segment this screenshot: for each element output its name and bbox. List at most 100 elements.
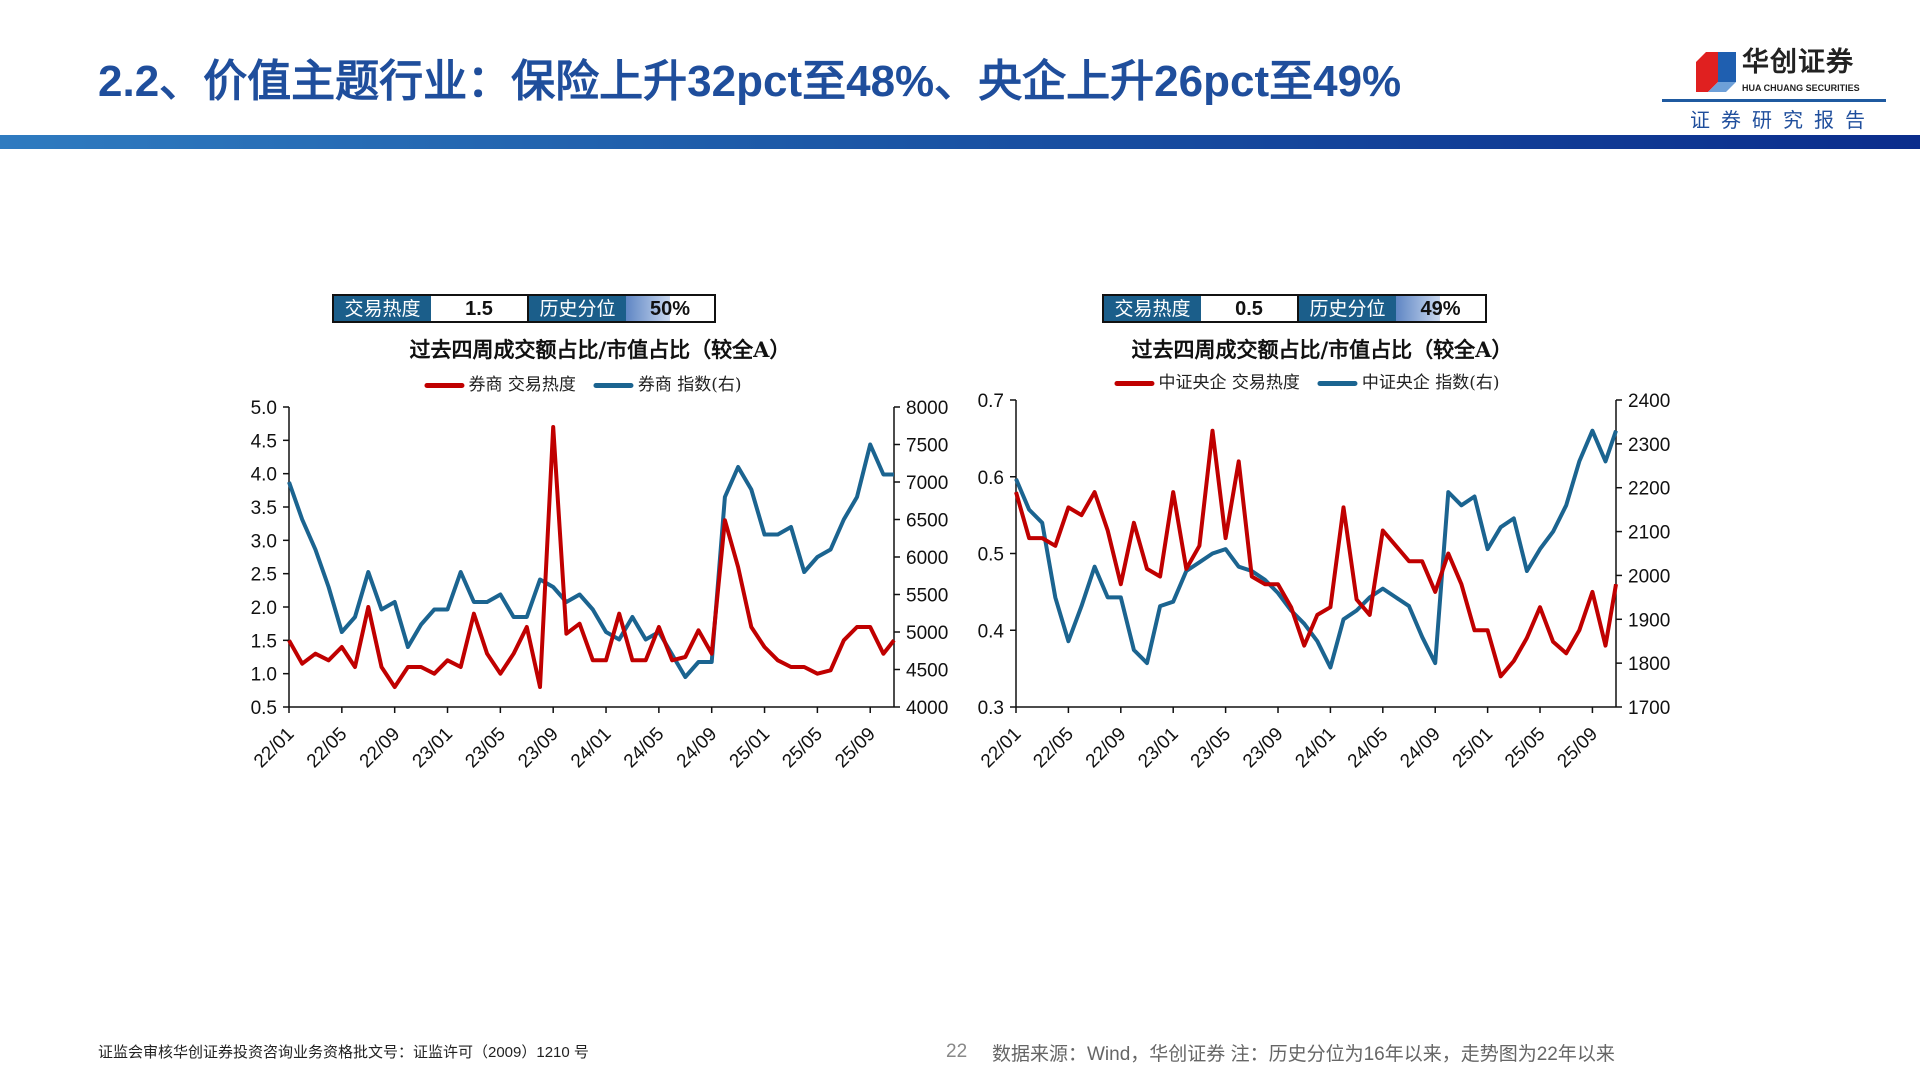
y-tick-label-left: 2.5 [251,565,277,586]
percentile-value: 49% [1420,297,1461,320]
x-tick-label: 22/01 [977,724,1025,772]
y-tick-label-left: 5.0 [251,398,277,419]
chart-title: 过去四周成交额占比/市值占比（较全A） [1131,337,1513,362]
heat-label: 交易热度 [334,296,431,321]
x-tick-label: 24/05 [620,724,668,772]
chart-legend: 券商 交易热度 券商 指数(右) [424,374,759,396]
y-tick-label-right: 1900 [1628,610,1670,631]
legend-item-heat: 中证央企 交易热度 [1114,372,1300,394]
y-tick-label-right: 7000 [906,473,948,494]
heat-label: 交易热度 [1104,296,1201,321]
y-tick-label-right: 6500 [906,511,948,532]
x-tick-label: 23/09 [514,724,562,772]
series-line-index [1014,428,1618,670]
y-tick-label-left: 3.5 [251,498,277,519]
logo-text-cn: 华创证券 [1742,47,1854,77]
license-note: 证监会审核华创证券投资咨询业务资格批文号：证监许可（2009）1210 号 [98,1044,589,1061]
legend-swatch [424,382,465,388]
percentile-fill [1396,296,1440,321]
stat-box-brokers: 交易热度 1.5 历史分位 50% [332,294,716,323]
page-number: 22 [946,1041,968,1062]
legend-swatch [1317,380,1358,386]
legend-label: 中证央企 指数(右) [1361,373,1500,393]
y-tick-label-right: 5000 [906,623,948,644]
legend-label: 券商 指数(右) [637,375,742,395]
series-line-heat [1014,428,1618,679]
y-tick-label-left: 1.0 [251,665,277,686]
logo-divider [1662,99,1886,102]
x-tick-label: 23/09 [1239,724,1287,772]
percentile-cell: 50% [626,296,714,321]
y-tick-label-left: 0.4 [978,621,1005,642]
y-tick-label-right: 2200 [1628,479,1670,500]
x-tick-label: 24/09 [1396,724,1444,772]
y-tick-label-left: 2.0 [251,598,277,619]
y-tick-label-right: 6000 [906,548,948,569]
x-tick-label: 24/01 [567,724,615,772]
x-tick-label: 25/05 [1501,724,1549,772]
x-tick-label: 23/05 [461,724,509,772]
y-tick-label-right: 7500 [906,436,948,457]
y-tick-label-left: 0.5 [251,698,277,719]
legend-label: 券商 交易热度 [468,375,576,395]
logo-text-en: HUA CHUANG SECURITIES [1742,83,1860,93]
percentile-fill [626,296,670,321]
y-tick-label-left: 0.3 [978,698,1004,719]
x-tick-label: 25/01 [726,724,774,772]
percentile-label: 历史分位 [1297,296,1396,321]
x-tick-label: 22/01 [250,724,298,772]
percentile-label: 历史分位 [527,296,626,321]
x-tick-label: 24/01 [1291,724,1339,772]
page-title: 2.2、价值主题行业：保险上升32pct至48%、央企上升26pct至49% [98,57,1402,106]
percentile-cell: 49% [1396,296,1485,321]
y-tick-label-right: 8000 [906,398,948,419]
y-tick-label-left: 0.7 [978,391,1004,412]
x-tick-label: 22/09 [1082,724,1130,772]
x-tick-label: 23/05 [1187,724,1235,772]
x-tick-label: 24/09 [673,724,721,772]
x-tick-label: 24/05 [1344,724,1392,772]
y-tick-label-left: 3.0 [251,531,277,552]
y-tick-label-left: 1.5 [251,631,277,652]
y-tick-label-left: 0.5 [978,545,1004,566]
legend-swatch [593,382,634,388]
x-tick-label: 25/05 [778,724,826,772]
stat-box-soe: 交易热度 0.5 历史分位 49% [1102,294,1487,323]
x-tick-label: 22/05 [303,724,351,772]
report-label: 证券研究报告 [1690,108,1876,132]
legend-label: 中证央企 交易热度 [1158,373,1300,393]
y-tick-label-right: 5500 [906,586,948,607]
heat-value: 1.5 [465,297,493,320]
heat-value: 0.5 [1235,297,1263,320]
x-tick-label: 22/09 [356,724,404,772]
series-line-heat [287,425,896,689]
logo-mark-icon [1696,52,1736,92]
data-source: 数据来源：Wind，华创证券 注：历史分位为16年以来，走势图为22年以来 [992,1044,1615,1065]
y-tick-label-right: 1700 [1628,698,1670,719]
x-tick-label: 22/05 [1029,724,1077,772]
legend-item-index: 中证央企 指数(右) [1317,372,1500,394]
y-tick-label-right: 2300 [1628,435,1670,456]
x-tick-label: 23/01 [1134,724,1182,772]
y-tick-label-right: 2000 [1628,566,1670,587]
x-tick-label: 25/01 [1449,724,1497,772]
y-tick-label-right: 2400 [1628,391,1670,412]
header-band [0,135,1920,149]
y-tick-label-left: 4.0 [251,465,277,486]
y-tick-label-left: 4.5 [251,431,277,452]
y-tick-label-right: 4000 [906,698,948,719]
x-tick-label: 25/09 [1553,724,1601,772]
y-tick-label-right: 1800 [1628,654,1670,675]
y-tick-label-right: 4500 [906,661,948,682]
y-tick-label-left: 0.6 [978,468,1004,489]
company-logo: 华创证券 HUA CHUANG SECURITIES [1696,48,1886,96]
legend-swatch [1114,380,1155,386]
x-tick-label: 23/01 [409,724,457,772]
y-tick-label-right: 2100 [1628,523,1670,544]
legend-item-index: 券商 指数(右) [593,374,742,396]
series-line-index [287,442,894,679]
percentile-value: 50% [649,297,691,320]
legend-item-heat: 券商 交易热度 [424,374,576,396]
x-tick-label: 25/09 [831,724,879,772]
